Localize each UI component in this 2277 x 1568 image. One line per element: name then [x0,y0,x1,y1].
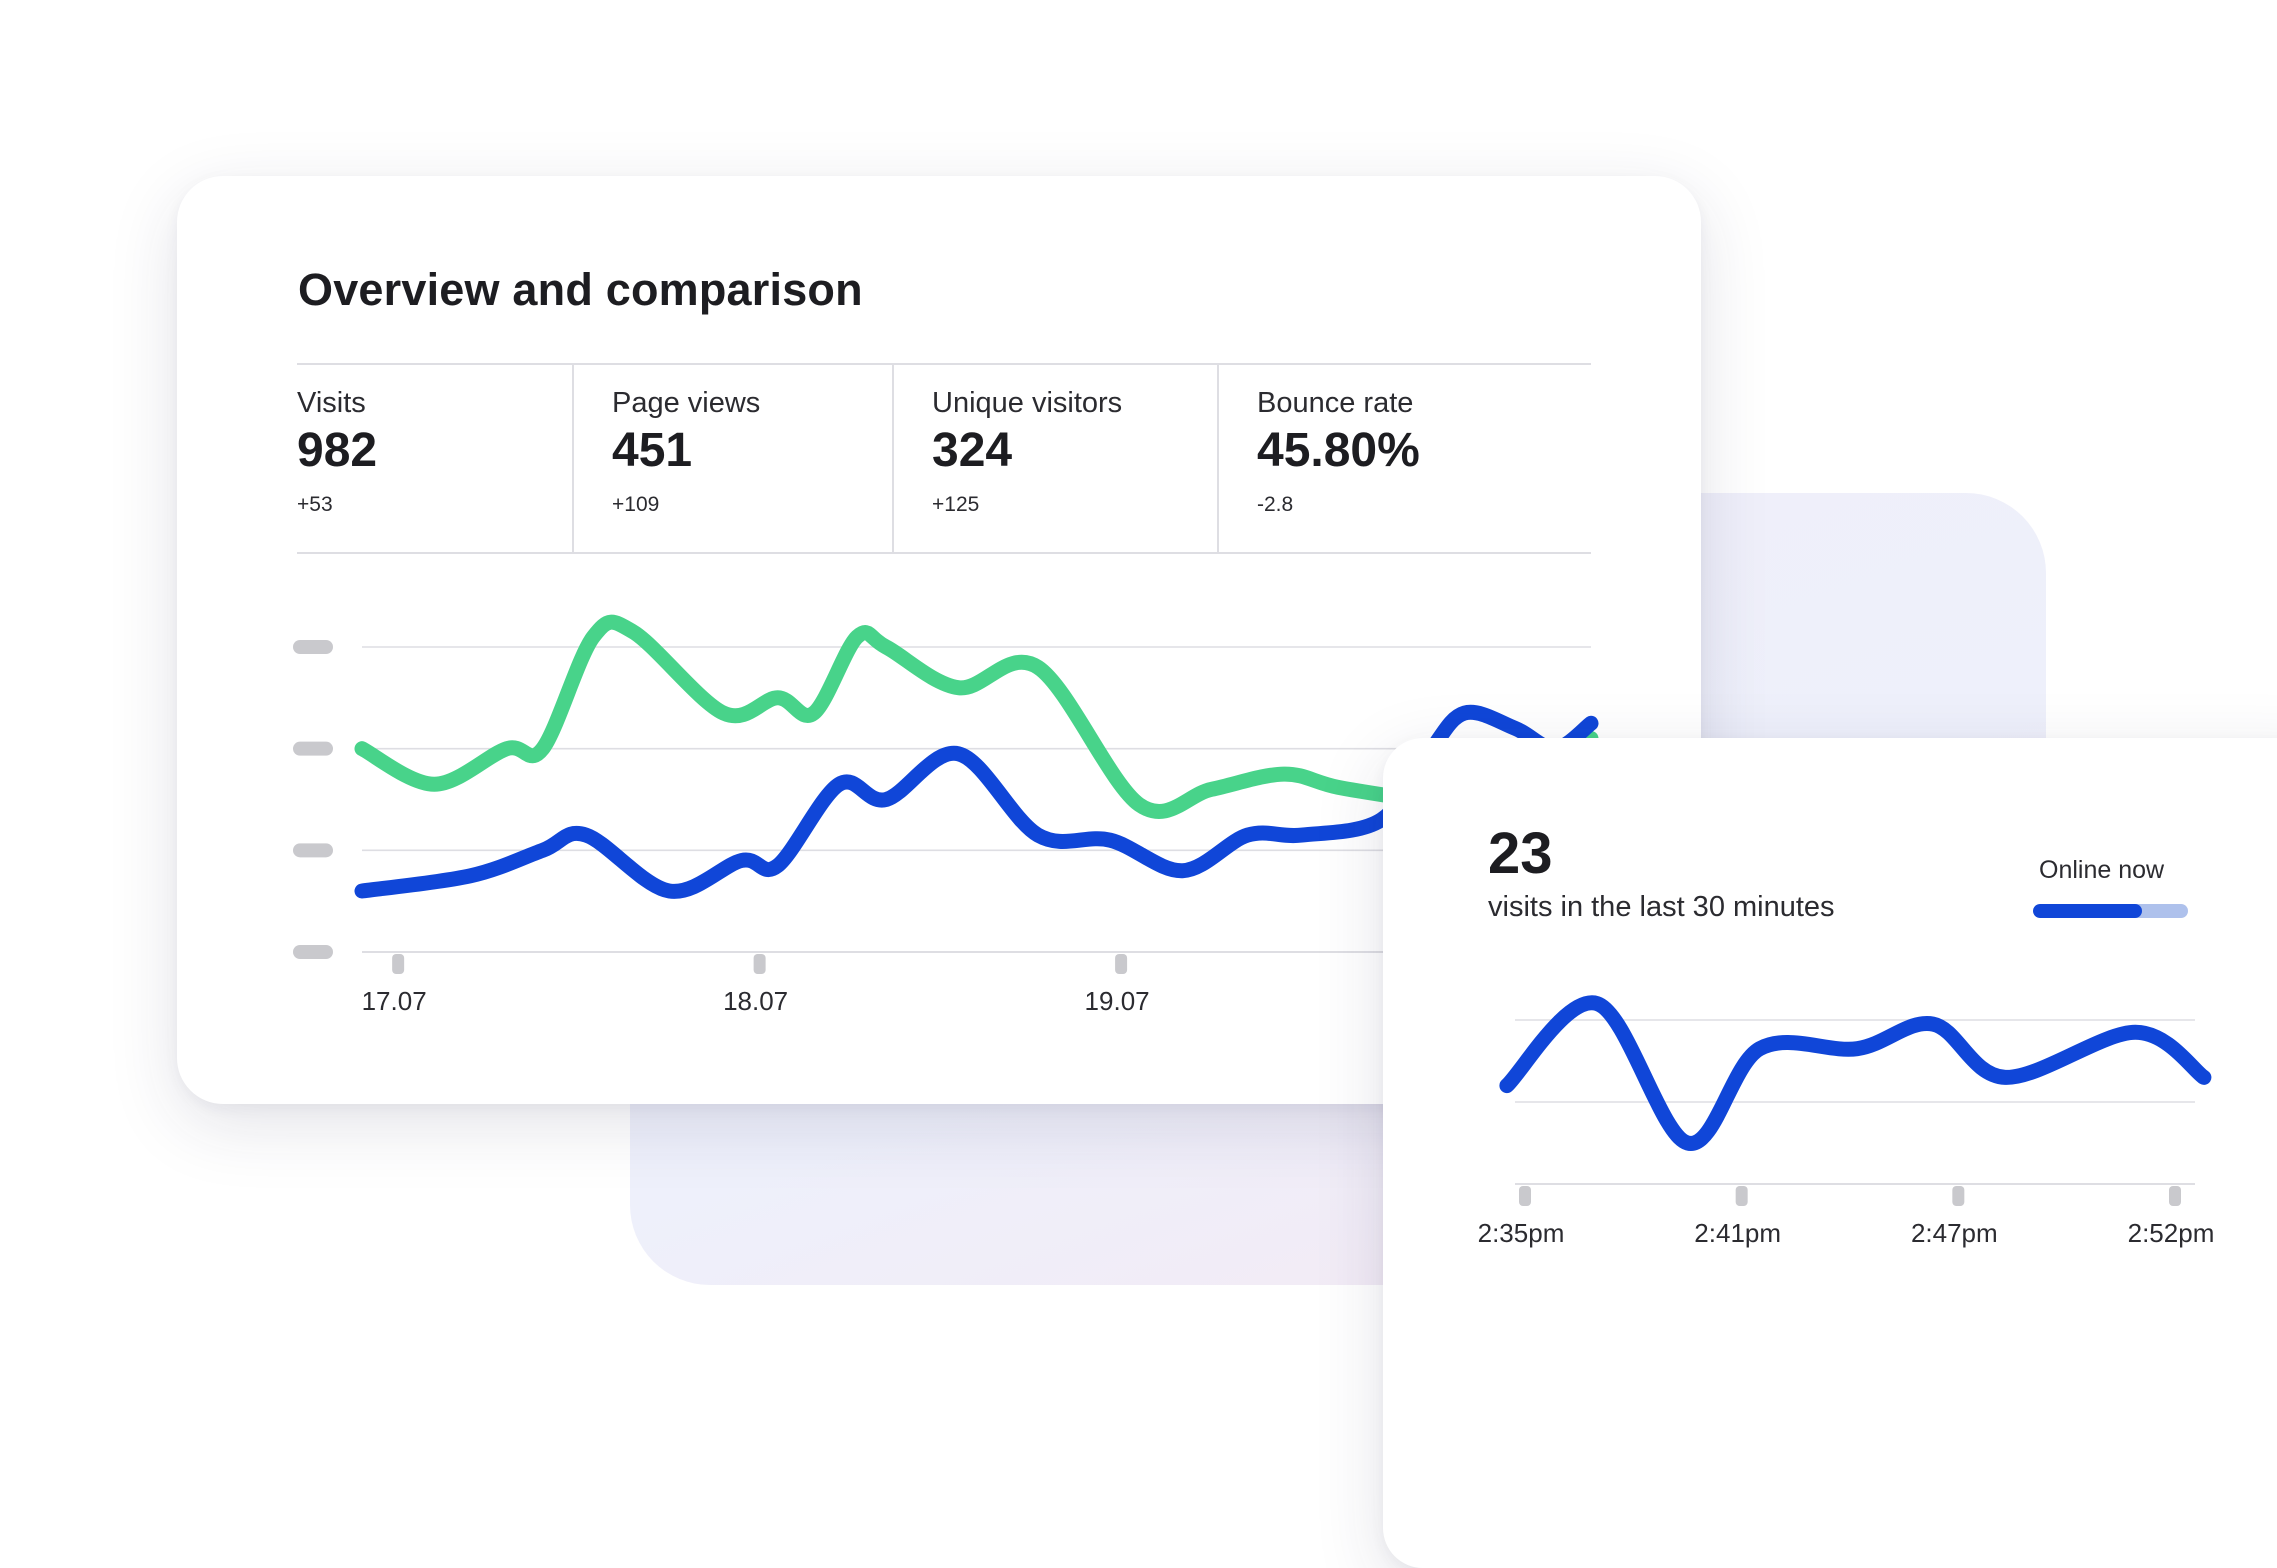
live-visits-card: 23 visits in the last 30 minutes Online … [1383,738,2277,1568]
x-tick-label: 2:52pm [2128,1218,2215,1248]
stat-bounce-rate: Bounce rate 45.80% -2.8 [1217,365,1593,552]
online-now-bar [2033,904,2188,918]
stat-value: 982 [297,424,378,477]
online-now-label: Online now [2039,856,2165,884]
x-tick-mark [2169,1186,2181,1206]
stat-label: Visits [297,387,366,419]
x-tick-label: 2:47pm [1911,1218,1998,1248]
stat-page-views: Page views 451 +109 [572,365,894,552]
stat-label: Unique visitors [932,387,1123,419]
x-tick-mark [1519,1186,1531,1206]
x-tick-label: 2:35pm [1478,1218,1565,1248]
stat-delta: +109 [612,493,660,516]
x-tick-mark [1952,1186,1965,1206]
x-tick-label: 19.07 [1085,986,1150,1016]
stats-row: Visits 982 +53 Page views 451 +109 Uniqu… [297,363,1591,554]
x-tick-label: 18.07 [723,986,788,1016]
live-visits-line-chart: 2:35pm 2:41pm 2:47pm 2:52pm [1478,995,2215,1248]
y-tick-placeholder [293,741,333,756]
online-now-bar-fill [2033,904,2142,918]
stat-label: Page views [612,387,761,419]
y-tick-placeholder [293,843,333,858]
x-tick-mark [1735,1186,1748,1206]
stat-delta: +125 [932,493,980,516]
stat-delta: -2.8 [1257,493,1294,516]
stat-value: 45.80% [1257,424,1420,477]
stat-value: 324 [932,424,1013,477]
stat-delta: +53 [297,493,333,516]
live-visit-count: 23 [1488,821,1553,886]
stat-label: Bounce rate [1257,387,1414,419]
x-tick-mark [392,954,405,974]
series-line-blue [1499,995,2212,1151]
stat-value: 451 [612,424,693,477]
stat-unique-visitors: Unique visitors 324 +125 [892,365,1219,552]
x-tick-label: 2:41pm [1694,1218,1781,1248]
y-tick-placeholder [293,640,333,654]
y-tick-placeholder [293,945,333,959]
x-tick-mark [753,954,766,974]
x-tick-label: 17.07 [362,986,427,1016]
x-tick-mark [1115,954,1128,974]
live-visit-caption: visits in the last 30 minutes [1488,891,1835,923]
stat-visits: Visits 982 +53 [297,365,572,552]
overview-title: Overview and comparison [298,264,863,315]
